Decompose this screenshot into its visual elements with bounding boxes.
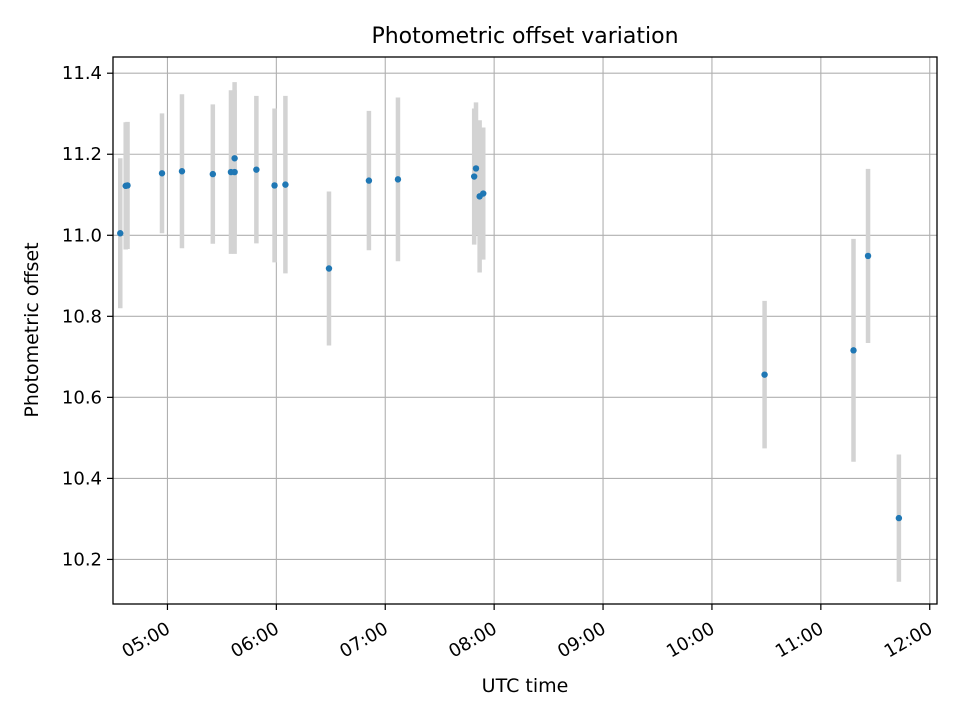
- y-tick-label: 11.2: [62, 144, 102, 165]
- data-point: [480, 190, 487, 197]
- data-point: [895, 514, 903, 522]
- chart-title: Photometric offset variation: [371, 24, 678, 49]
- y-axis-ticks: 10.2 10.4 10.6 10.8 11.0 11.2 11.4: [62, 63, 113, 570]
- y-tick-label: 10.6: [62, 387, 102, 408]
- y-tick-label: 10.4: [62, 468, 102, 489]
- data-point: [864, 252, 872, 260]
- data-point: [271, 182, 278, 189]
- data-point: [209, 170, 217, 178]
- data-point: [231, 155, 238, 162]
- data-point: [761, 371, 768, 378]
- data-point: [178, 168, 186, 175]
- data-point: [470, 173, 478, 180]
- data-point: [325, 265, 333, 272]
- y-axis-label: Photometric offset: [21, 242, 43, 417]
- data-point: [124, 182, 131, 189]
- data-point: [253, 166, 260, 173]
- data-point: [850, 347, 857, 354]
- x-axis-label: UTC time: [482, 675, 569, 697]
- grid: [113, 57, 937, 604]
- data-point: [394, 176, 402, 183]
- data-point: [231, 168, 238, 176]
- data-point: [117, 230, 124, 237]
- plot-area-frame: [112, 56, 938, 605]
- y-tick-label: 10.2: [62, 549, 102, 570]
- y-tick-label: 11.4: [62, 63, 102, 84]
- data-points: [117, 155, 903, 522]
- data-point: [158, 170, 166, 177]
- data-point: [472, 165, 480, 172]
- y-tick-label: 11.0: [62, 225, 102, 246]
- y-tick-label: 10.8: [62, 306, 102, 327]
- data-point: [282, 181, 289, 188]
- data-point: [365, 177, 373, 184]
